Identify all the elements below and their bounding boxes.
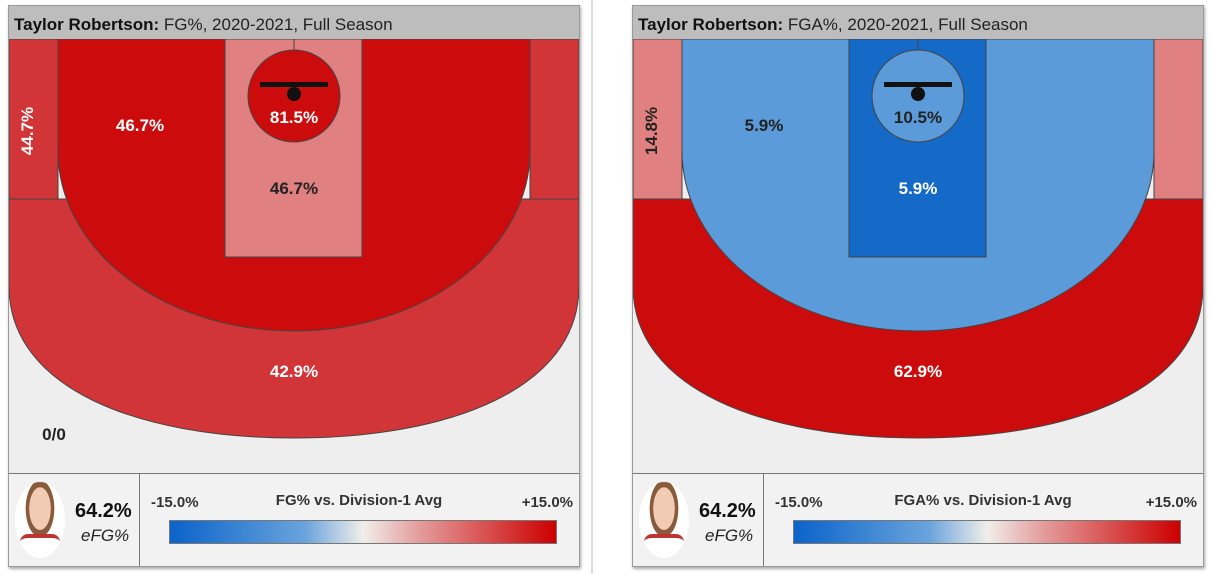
player-photo: [15, 482, 65, 558]
legend-title: FG% vs. Division-1 Avg: [275, 492, 443, 509]
footer-divider: [763, 474, 764, 566]
player-name: Taylor Robertson:: [14, 15, 160, 34]
midrange-label: 46.7%: [116, 116, 164, 135]
panel-footer: 64.2% eFG% -15.0% FG% vs. Division-1 Avg…: [9, 473, 579, 566]
legend-title: FGA% vs. Division-1 Avg: [894, 492, 1072, 509]
legend-max: +15.0%: [1145, 494, 1197, 511]
shot-chart-court: 14.8% 5.9% 10.5% 5.9% 62.9%: [633, 39, 1203, 473]
legend-gradient-bar: [793, 520, 1181, 544]
backboard-icon: [884, 82, 952, 87]
legend-gradient-bar: [169, 520, 557, 544]
panel-footer: 64.2% eFG% -15.0% FGA% vs. Division-1 Av…: [633, 473, 1203, 566]
backcourt-label: 0/0: [42, 425, 66, 444]
efg-value: 64.2%: [699, 500, 756, 522]
chart-subtitle: FG%, 2020-2021, Full Season: [159, 15, 393, 34]
panel-header: Taylor Robertson: FGA%, 2020-2021, Full …: [633, 6, 1203, 39]
footer-divider: [139, 474, 140, 566]
efg-label: eFG%: [81, 526, 130, 545]
fg-percent-chart-panel: Taylor Robertson: FG%, 2020-2021, Full S…: [8, 5, 580, 567]
zone-corner-three-right[interactable]: [1153, 39, 1203, 200]
chart-subtitle: FGA%, 2020-2021, Full Season: [783, 15, 1028, 34]
restricted-label: 10.5%: [894, 108, 942, 127]
player-photo: [639, 482, 689, 558]
player-name: Taylor Robertson:: [638, 15, 784, 34]
backboard-icon: [260, 82, 328, 87]
midrange-label: 5.9%: [745, 116, 784, 135]
corner-label: 14.8%: [642, 107, 661, 155]
paint-label: 5.9%: [899, 179, 938, 198]
three-label: 62.9%: [894, 362, 942, 381]
zone-corner-three-left[interactable]: [9, 39, 59, 200]
legend-min: -15.0%: [775, 494, 823, 511]
corner-label: 44.7%: [18, 107, 37, 155]
shot-chart-court: 44.7% 46.7% 81.5% 46.7% 42.9% 0/0: [9, 39, 579, 473]
fga-percent-chart-panel: Taylor Robertson: FGA%, 2020-2021, Full …: [632, 5, 1204, 567]
efg-value: 64.2%: [75, 500, 132, 522]
panel-header: Taylor Robertson: FG%, 2020-2021, Full S…: [9, 6, 579, 39]
efg-label: eFG%: [705, 526, 754, 545]
panel-divider: [591, 0, 593, 574]
legend-max: +15.0%: [521, 494, 573, 511]
three-label: 42.9%: [270, 362, 318, 381]
restricted-label: 81.5%: [270, 108, 318, 127]
legend-min: -15.0%: [151, 494, 199, 511]
zone-corner-three-right[interactable]: [529, 39, 579, 200]
paint-label: 46.7%: [270, 179, 318, 198]
hoop-icon: [911, 87, 925, 101]
hoop-icon: [287, 87, 301, 101]
